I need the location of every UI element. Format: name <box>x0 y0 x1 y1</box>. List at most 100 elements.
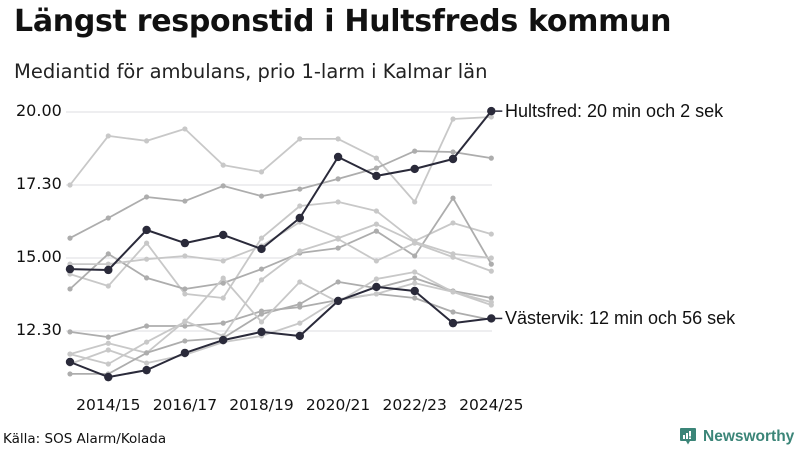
newsworthy-logo: Newsworthy <box>679 427 794 446</box>
vastervik-annotation: Västervik: 12 min och 56 sek <box>505 308 736 328</box>
data-point <box>295 331 304 341</box>
data-point <box>220 258 226 264</box>
data-point <box>372 171 381 181</box>
data-point <box>488 299 494 305</box>
data-point <box>67 371 73 377</box>
data-point <box>142 225 151 235</box>
data-point <box>488 295 494 301</box>
x-tick-label: 2018/19 <box>229 396 294 414</box>
series-kommun-h <box>67 280 494 367</box>
data-point <box>258 235 265 241</box>
data-point <box>67 286 73 292</box>
data-point <box>487 106 496 116</box>
data-point <box>450 254 456 260</box>
data-point <box>335 279 341 285</box>
data-point <box>142 365 151 375</box>
highlighted-series-lines <box>65 106 503 382</box>
data-point <box>65 264 75 274</box>
newsworthy-logo-icon <box>680 428 696 445</box>
data-point <box>450 220 456 226</box>
data-point <box>488 268 494 274</box>
data-point <box>144 240 150 246</box>
data-point <box>144 350 150 356</box>
data-point <box>67 182 73 188</box>
series-kommun-c <box>67 199 494 301</box>
data-point <box>258 266 265 272</box>
gridlines <box>66 111 492 332</box>
data-point <box>182 291 188 297</box>
data-point <box>335 199 341 205</box>
data-point <box>335 136 341 142</box>
data-point <box>297 248 303 254</box>
data-point <box>144 256 150 262</box>
data-point <box>412 253 418 259</box>
data-point <box>182 319 188 325</box>
data-point <box>410 164 419 174</box>
data-point <box>373 208 379 214</box>
data-point <box>105 334 111 340</box>
x-tick-label: 2022/23 <box>382 396 447 414</box>
x-tick-label: 2024/25 <box>459 396 524 414</box>
data-point <box>373 155 379 161</box>
data-point <box>219 230 228 240</box>
data-point <box>488 231 494 237</box>
data-point <box>220 280 226 286</box>
data-point <box>182 338 188 344</box>
data-point <box>220 162 226 168</box>
data-point <box>220 183 226 189</box>
data-point <box>105 347 111 353</box>
series-kommun-i <box>67 275 494 377</box>
data-point <box>220 320 226 326</box>
data-point <box>488 114 494 120</box>
series-kommun-g <box>67 236 494 357</box>
x-tick-label: 2016/17 <box>152 396 218 414</box>
x-tick-label: 2014/15 <box>76 396 141 414</box>
data-point <box>412 199 418 205</box>
data-point <box>258 311 265 317</box>
data-point <box>182 323 188 329</box>
data-point <box>105 133 111 139</box>
data-point <box>450 195 456 201</box>
data-point <box>373 291 379 297</box>
data-point <box>67 235 73 241</box>
data-point <box>450 289 456 295</box>
data-point <box>295 213 304 223</box>
series-v-stervik <box>65 282 503 382</box>
data-point <box>105 361 111 367</box>
data-point <box>105 215 111 221</box>
data-point <box>488 255 494 261</box>
series-kommun-b <box>67 148 494 241</box>
data-point <box>104 372 113 382</box>
data-point <box>373 276 379 282</box>
data-point <box>104 265 113 275</box>
brand-name: Newsworthy <box>703 427 795 445</box>
series-kommun-j <box>67 269 494 367</box>
data-point <box>410 286 419 296</box>
data-point <box>412 240 418 246</box>
series-kommun-d <box>67 195 494 292</box>
data-point <box>297 301 303 307</box>
data-point <box>258 169 265 175</box>
data-point <box>258 319 265 325</box>
data-point <box>487 314 496 323</box>
data-point <box>182 253 188 259</box>
data-point <box>180 348 190 358</box>
data-point <box>105 283 111 289</box>
data-point <box>450 149 456 155</box>
data-point <box>373 165 379 171</box>
hultsfred-annotation: Hultsfred: 20 min och 2 sek <box>505 101 724 121</box>
data-point <box>144 339 150 345</box>
data-point <box>333 296 343 306</box>
data-point <box>105 340 111 346</box>
data-point <box>257 244 266 254</box>
data-point <box>450 116 456 122</box>
data-point <box>412 269 418 275</box>
y-tick-label: 17.30 <box>16 174 62 193</box>
data-point <box>335 245 341 251</box>
y-tick-label: 15.00 <box>16 247 62 266</box>
x-tick-label: 2020/21 <box>305 396 371 414</box>
series-kommun-f <box>67 291 494 340</box>
data-point <box>297 203 303 209</box>
data-point <box>65 357 75 367</box>
source-note: Källa: SOS Alarm/Kolada <box>3 431 167 447</box>
